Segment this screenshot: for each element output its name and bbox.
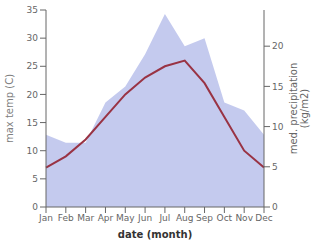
- svg-text:Sep: Sep: [196, 213, 213, 223]
- svg-text:25: 25: [27, 61, 38, 71]
- svg-text:Aug: Aug: [176, 213, 194, 223]
- svg-text:date (month): date (month): [118, 229, 192, 240]
- svg-text:15: 15: [27, 118, 38, 128]
- svg-text:10: 10: [27, 146, 39, 156]
- svg-text:0: 0: [272, 202, 278, 212]
- svg-text:15: 15: [272, 82, 283, 92]
- svg-text:Nov: Nov: [235, 213, 253, 223]
- svg-text:Jun: Jun: [137, 213, 152, 223]
- svg-text:30: 30: [27, 33, 39, 43]
- svg-text:5: 5: [272, 162, 278, 172]
- svg-text:Apr: Apr: [98, 213, 114, 223]
- svg-text:med. precipitation(kg/m2): med. precipitation(kg/m2): [288, 63, 310, 155]
- svg-text:Mar: Mar: [77, 213, 94, 223]
- svg-text:20: 20: [27, 90, 39, 100]
- svg-text:max temp (C): max temp (C): [8, 74, 15, 143]
- svg-text:May: May: [116, 213, 135, 223]
- svg-text:35: 35: [27, 5, 38, 15]
- svg-text:10: 10: [272, 122, 284, 132]
- svg-text:20: 20: [272, 41, 284, 51]
- svg-text:Jan: Jan: [38, 213, 53, 223]
- svg-text:Dec: Dec: [255, 213, 272, 223]
- svg-text:5: 5: [32, 174, 38, 184]
- svg-text:Jul: Jul: [158, 213, 170, 223]
- svg-text:Feb: Feb: [58, 213, 74, 223]
- svg-text:Oct: Oct: [217, 213, 233, 223]
- svg-text:0: 0: [32, 202, 38, 212]
